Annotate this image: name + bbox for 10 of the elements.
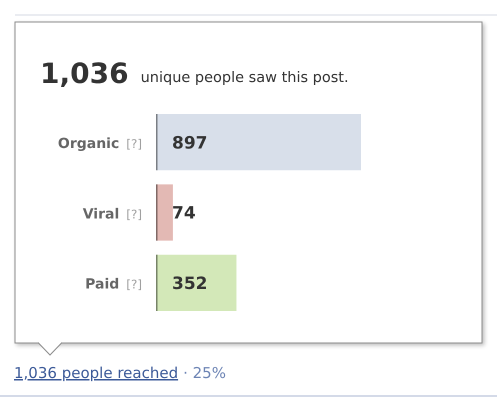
- y-tick-label: Paid [?]: [85, 276, 142, 293]
- data-label: 352: [172, 274, 208, 294]
- y-tick-label: Viral [?]: [82, 206, 142, 222]
- text: · 25%: [183, 364, 226, 382]
- chart-subtitle: unique people saw this post.: [140, 70, 349, 86]
- data-label: 897: [172, 133, 208, 154]
- chart-title: 1,036: [40, 57, 129, 90]
- text: 1,036 people reached: [14, 364, 178, 382]
- y-tick-label: Organic [?]: [58, 136, 142, 152]
- data-label: 74: [172, 204, 196, 224]
